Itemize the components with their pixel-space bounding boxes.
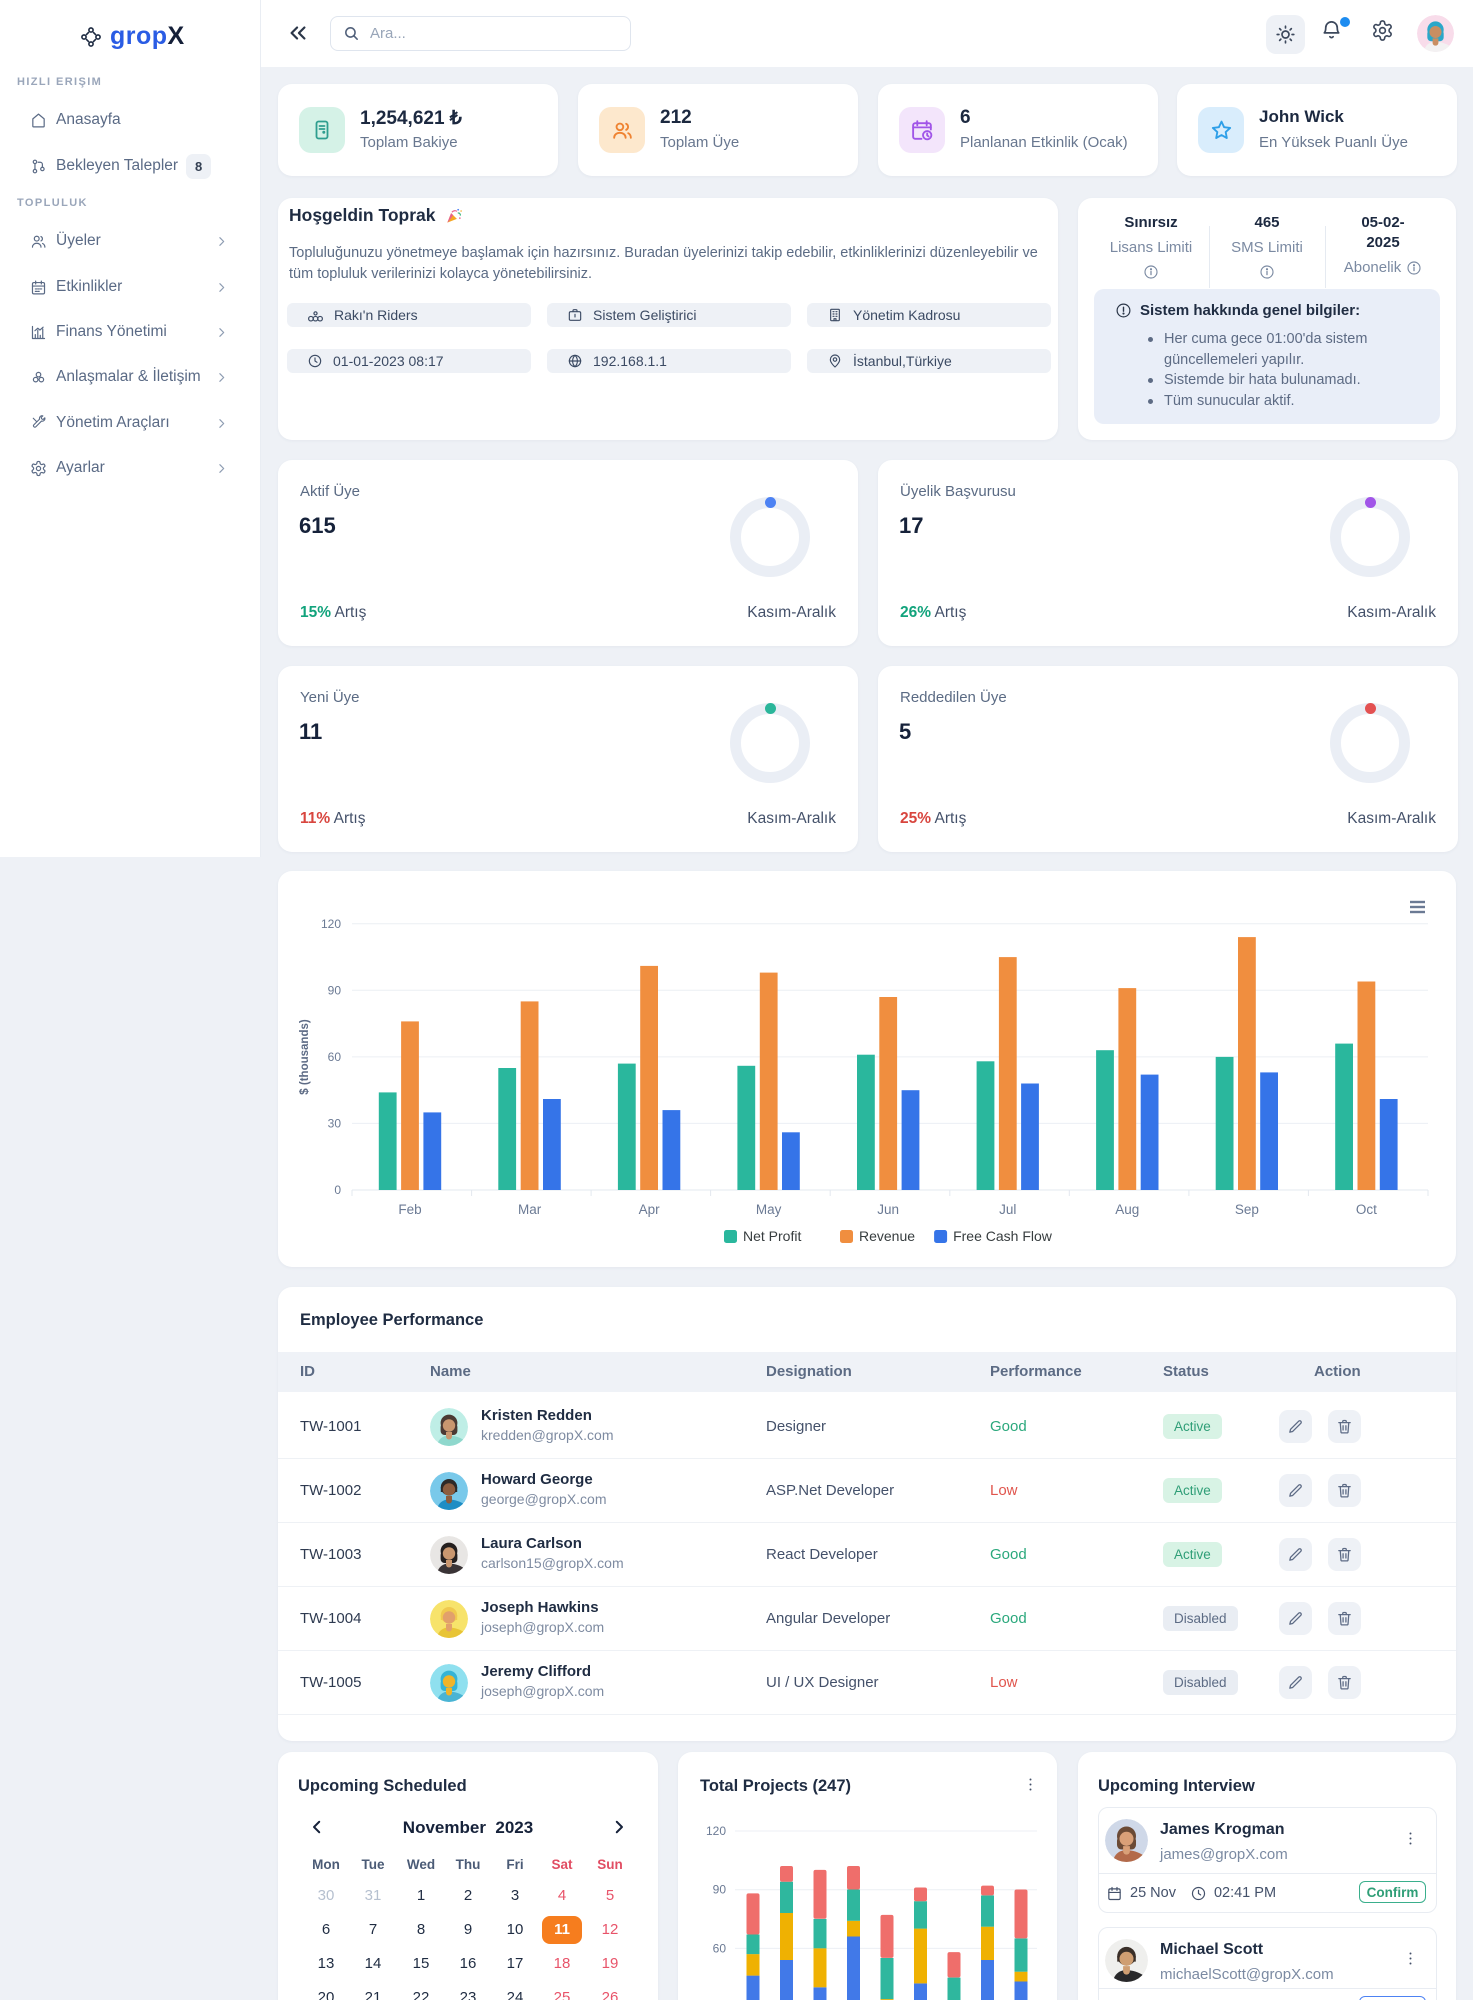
svg-text:Free Cash Flow: Free Cash Flow [953,1228,1053,1244]
svg-text:120: 120 [706,1824,726,1838]
svg-text:Revenue: Revenue [859,1228,915,1244]
svg-text:Net Profit: Net Profit [743,1228,801,1244]
svg-text:Jun: Jun [877,1202,899,1217]
svg-text:90: 90 [328,983,342,997]
svg-text:30: 30 [328,1116,342,1130]
svg-text:60: 60 [328,1050,342,1064]
svg-text:120: 120 [321,917,341,931]
svg-text:Feb: Feb [398,1202,421,1217]
svg-text:Mar: Mar [518,1202,542,1217]
svg-text:May: May [756,1202,782,1217]
svg-text:90: 90 [713,1883,727,1897]
svg-text:Jul: Jul [999,1202,1016,1217]
svg-text:Apr: Apr [639,1202,661,1217]
svg-text:Sep: Sep [1235,1202,1259,1217]
svg-text:$ (thousands): $ (thousands) [299,1019,311,1095]
svg-text:Oct: Oct [1356,1202,1377,1217]
svg-text:0: 0 [334,1183,341,1197]
svg-text:Aug: Aug [1115,1202,1139,1217]
svg-text:60: 60 [713,1941,727,1955]
